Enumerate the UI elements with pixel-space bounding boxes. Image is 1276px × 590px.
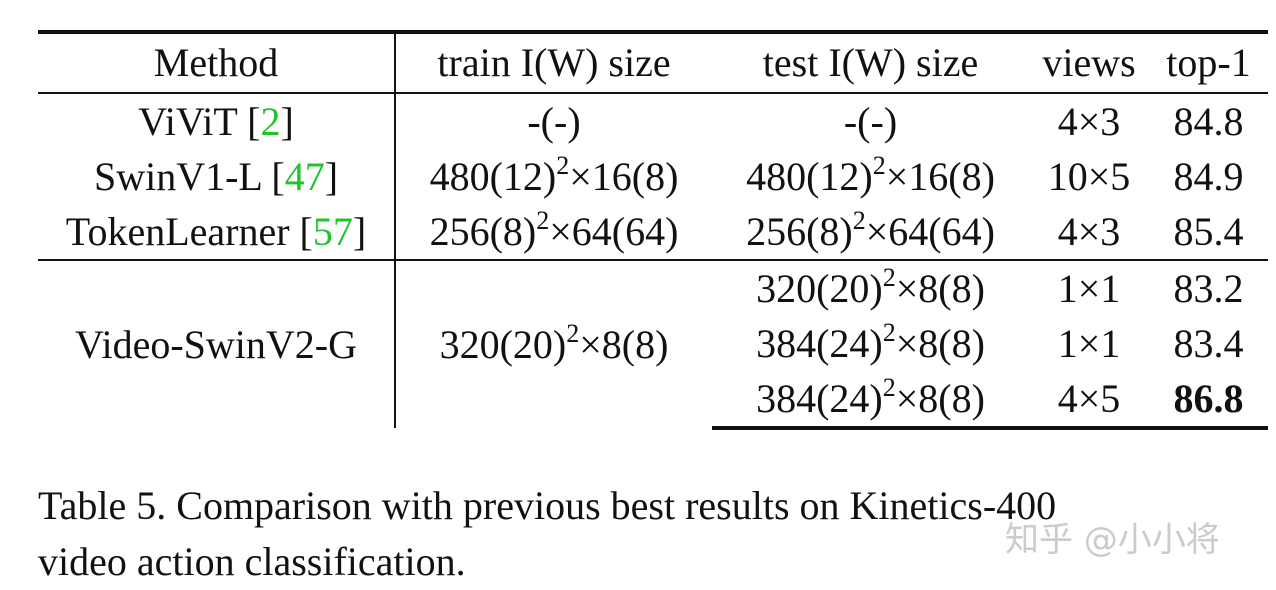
top1-cell-best: 86.8 <box>1149 371 1268 430</box>
test-size-cell: -(-) <box>843 98 898 144</box>
size-rest: ×16(8) <box>885 153 995 199</box>
size-exponent: 2 <box>852 205 866 235</box>
method-name: TokenLearner <box>65 208 290 254</box>
test-size-cell: 256(8)2×64(64) <box>712 204 1029 260</box>
header-method: Method <box>38 30 396 94</box>
size-exponent: 2 <box>536 205 550 235</box>
method-name: SwinV1-L <box>93 153 262 199</box>
size-exponent: 2 <box>882 317 896 347</box>
views-cell: 1×1 <box>1057 320 1121 366</box>
size-base: 256(8) <box>746 208 853 254</box>
method-cell: ViViT [2] <box>38 93 396 149</box>
size-base: 320(20) <box>756 265 883 311</box>
caption-line-1: Table 5. Comparison with previous best r… <box>38 483 1057 528</box>
caption-line-2: video action classification. <box>38 539 466 584</box>
size-exponent: 2 <box>872 150 886 180</box>
size-rest: ×8(8) <box>895 265 985 311</box>
results-table: Method train I(W) size test I(W) size vi… <box>38 30 1268 430</box>
train-size-cell: 480(12)2×16(8) <box>395 149 712 204</box>
size-base: 480(12) <box>746 153 873 199</box>
size-rest: ×16(8) <box>569 153 679 199</box>
results-table-container: Method train I(W) size test I(W) size vi… <box>38 30 1268 430</box>
size-rest: ×64(64) <box>549 208 679 254</box>
table-row: 384(24)2×8(8) 4×5 86.8 <box>38 371 1268 430</box>
table-row: TokenLearner [57] 256(8)2×64(64) 256(8)2… <box>38 204 1268 260</box>
method-cell: Video-SwinV2-G <box>38 259 396 428</box>
views-cell: 1×1 <box>1029 259 1149 316</box>
size-exponent: 2 <box>556 150 570 180</box>
train-size-cell: 256(8)2×64(64) <box>395 204 712 260</box>
citation-link[interactable]: 47 <box>284 153 325 199</box>
table-row: Video-SwinV2-G 320(20)2×8(8) 320(20)2×8(… <box>38 259 1268 428</box>
table-header-row: Method train I(W) size test I(W) size vi… <box>38 30 1268 94</box>
top1-cell: 83.2 <box>1149 259 1268 316</box>
size-exponent: 2 <box>882 262 896 292</box>
views-cell: 4×3 <box>1057 208 1121 254</box>
method-cell: SwinV1-L [47] <box>38 149 396 204</box>
size-rest: ×64(64) <box>865 208 995 254</box>
train-size-cell: -(-) <box>527 98 581 144</box>
size-rest: ×8(8) <box>579 321 669 367</box>
top1-cell: 84.8 <box>1173 98 1244 144</box>
header-test-size: test I(W) size <box>712 30 1029 94</box>
table-caption: Table 5. Comparison with previous best r… <box>38 478 1238 590</box>
size-base: 384(24) <box>756 320 883 366</box>
test-size-cell: 320(20)2×8(8) <box>712 259 1029 316</box>
top1-cell: 85.4 <box>1173 208 1244 254</box>
method-name: ViViT <box>138 98 238 144</box>
size-rest: ×8(8) <box>895 375 985 421</box>
size-base: 320(20) <box>439 321 567 367</box>
table-row: SwinV1-L [47] 480(12)2×16(8) 480(12)2×16… <box>38 149 1268 204</box>
table-row: ViViT [2] -(-) -(-) 4×3 84.8 <box>38 93 1268 149</box>
table-row: 384(24)2×8(8) 1×1 83.4 <box>38 316 1268 371</box>
test-size-cell: 480(12)2×16(8) <box>712 149 1029 204</box>
header-train-size: train I(W) size <box>395 30 712 94</box>
top1-cell: 83.4 <box>1173 320 1244 366</box>
size-base: 256(8) <box>429 208 537 254</box>
test-size-cell: 384(24)2×8(8) <box>712 371 1029 430</box>
citation-link[interactable]: 57 <box>312 208 353 254</box>
views-cell: 4×5 <box>1029 371 1149 430</box>
train-size-cell: 320(20)2×8(8) <box>395 259 712 428</box>
header-views: views <box>1029 30 1149 94</box>
test-size-cell: 384(24)2×8(8) <box>712 316 1029 371</box>
views-cell: 10×5 <box>1047 153 1131 199</box>
size-exponent: 2 <box>882 372 896 402</box>
top1-cell: 84.9 <box>1173 153 1244 199</box>
views-cell: 4×3 <box>1057 98 1121 144</box>
size-rest: ×8(8) <box>895 320 985 366</box>
size-exponent: 2 <box>566 318 580 348</box>
method-cell: TokenLearner [57] <box>38 204 396 260</box>
size-base: 480(12) <box>429 153 557 199</box>
watermark: 知乎 @小小将 <box>1005 520 1220 560</box>
header-top1: top-1 <box>1149 30 1268 94</box>
citation-link[interactable]: 2 <box>260 98 281 144</box>
size-base: 384(24) <box>756 375 883 421</box>
